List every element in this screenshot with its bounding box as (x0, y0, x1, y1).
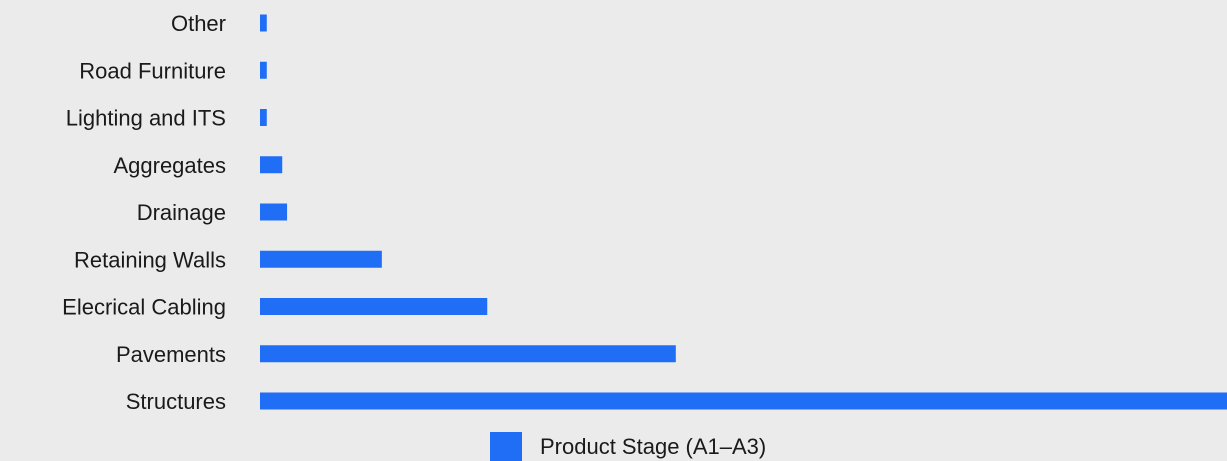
bar (260, 345, 676, 363)
category-label: Lighting and ITS (66, 106, 226, 131)
category-label: Other (171, 11, 226, 36)
bar (260, 203, 288, 221)
bar (260, 250, 382, 268)
category-label: Aggregates (113, 153, 226, 178)
bar (260, 14, 267, 32)
legend-label: Product Stage (A1–A3) (540, 434, 766, 459)
bars-layer (260, 14, 1227, 410)
category-label: Elecrical Cabling (62, 295, 226, 320)
category-label: Road Furniture (79, 58, 226, 83)
bar (260, 156, 283, 174)
category-label: Pavements (116, 342, 226, 367)
category-label: Drainage (137, 200, 226, 225)
legend: Product Stage (A1–A3) (490, 432, 766, 461)
category-labels: Other Road Furniture Lighting and ITS Aggre… (62, 11, 226, 414)
category-label: Structures (126, 389, 226, 414)
category-label: Retaining Walls (74, 247, 226, 272)
bar (260, 61, 267, 79)
bar (260, 392, 1227, 410)
bar (260, 109, 267, 126)
bar (260, 298, 488, 315)
legend-swatch (490, 432, 522, 461)
